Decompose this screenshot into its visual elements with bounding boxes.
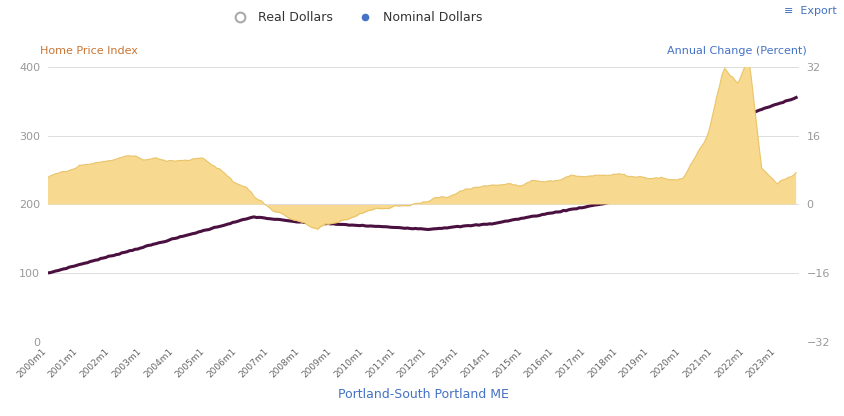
Text: ≡  Export: ≡ Export (783, 6, 836, 16)
X-axis label: Portland-South Portland ME: Portland-South Portland ME (338, 388, 508, 401)
Text: Annual Change (Percent): Annual Change (Percent) (666, 46, 805, 56)
Legend: Real Dollars, Nominal Dollars: Real Dollars, Nominal Dollars (222, 6, 487, 29)
Text: Home Price Index: Home Price Index (41, 46, 138, 56)
